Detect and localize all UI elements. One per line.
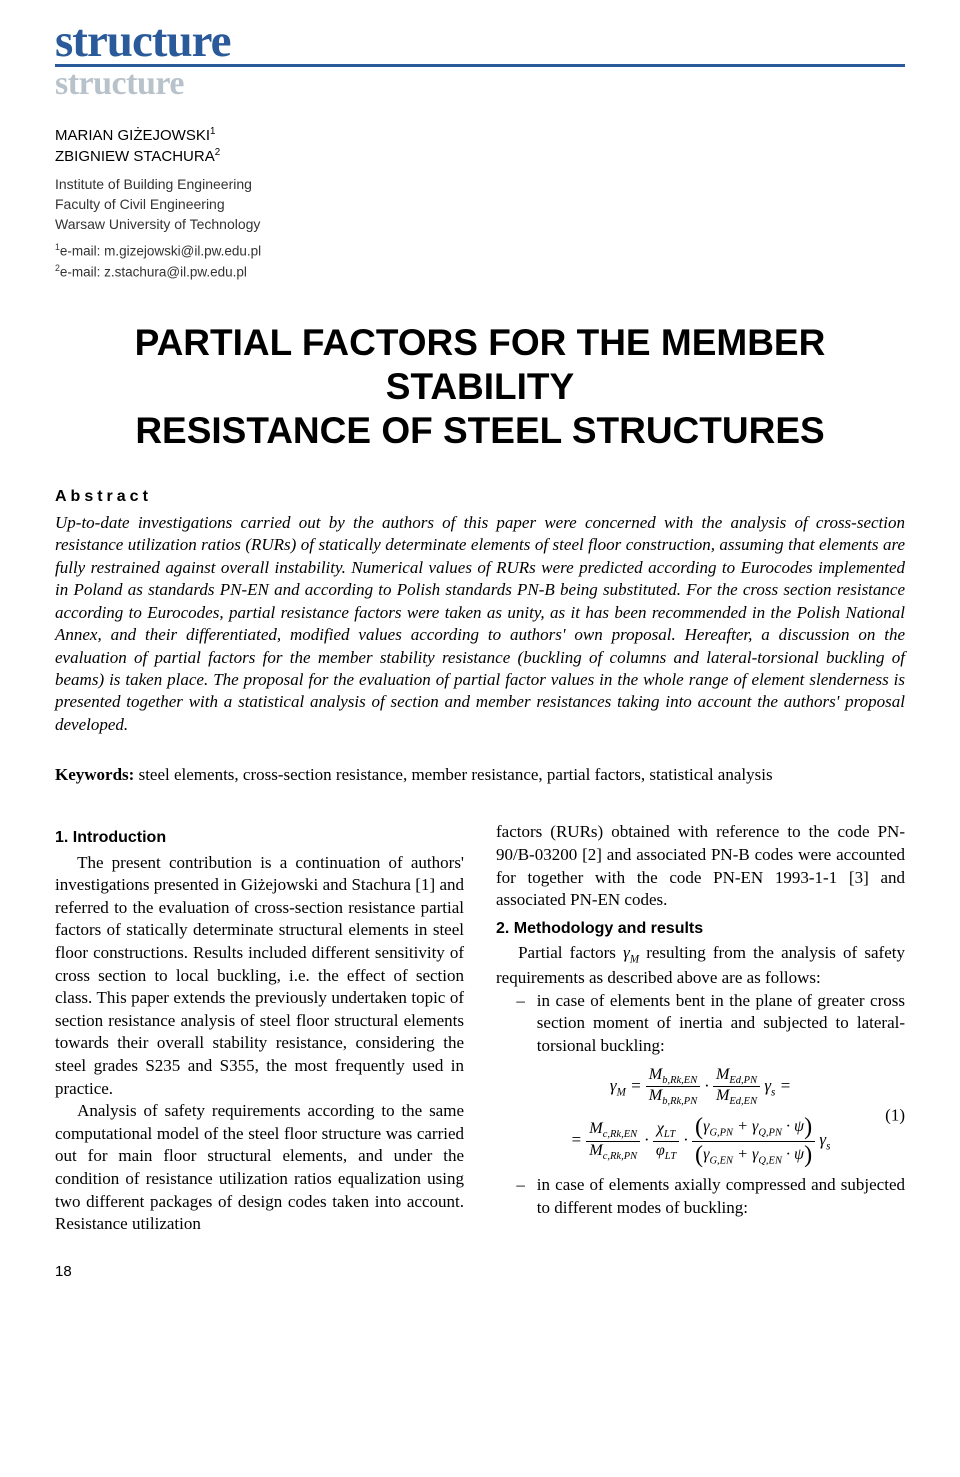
paper-title: PARTIAL FACTORS FOR THE MEMBER STABILITY… — [55, 321, 905, 452]
logo-main: structure — [55, 20, 905, 62]
equation-1-number: (1) — [885, 1107, 905, 1126]
section-2-intro: Partial factors γM resulting from the an… — [496, 942, 905, 990]
section-1-para-2b: factors (RURs) obtained with reference t… — [496, 821, 905, 911]
page-number: 18 — [55, 1262, 905, 1282]
abstract-label: Abstract — [55, 486, 905, 508]
logo-shadow: structure — [55, 61, 905, 107]
affiliation: Institute of Building Engineering Facult… — [55, 174, 905, 235]
section-1-para-2a: Analysis of safety requirements accordin… — [55, 1100, 464, 1236]
author-emails: 1e-mail: m.gizejowski@il.pw.edu.pl 2e-ma… — [55, 241, 905, 284]
equation-1: γM = Mb,Rk,ENMb,Rk,PN · MEd,PNMEd,EN γs … — [496, 1058, 905, 1175]
keywords-line: Keywords: steel elements, cross-section … — [55, 764, 905, 787]
section-2-heading: 2. Methodology and results — [496, 918, 905, 939]
bullet-2: –in case of elements axially compressed … — [496, 1174, 905, 1219]
author-block: MARIAN GIŻEJOWSKI1 ZBIGNIEW STACHURA2 In… — [55, 125, 905, 283]
abstract-body: Up-to-date investigations carried out by… — [55, 512, 905, 736]
body-columns: 1. Introduction The present contribution… — [55, 821, 905, 1236]
author-2: ZBIGNIEW STACHURA2 — [55, 146, 905, 167]
bullet-1: –in case of elements bent in the plane o… — [496, 990, 905, 1058]
author-1: MARIAN GIŻEJOWSKI1 — [55, 125, 905, 146]
section-1-heading: 1. Introduction — [55, 827, 464, 848]
journal-logo: structure structure — [55, 20, 905, 107]
section-1-para-1: The present contribution is a continuati… — [55, 852, 464, 1101]
